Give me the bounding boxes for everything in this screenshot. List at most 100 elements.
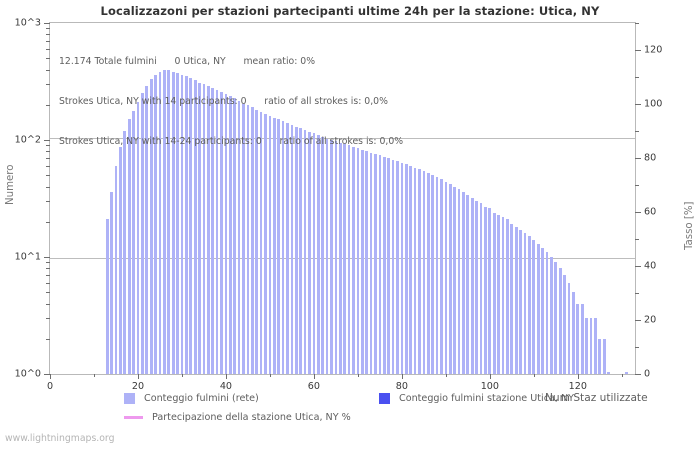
- annotation-line-3: Strokes Utica, NY with 14-24 participant…: [59, 136, 404, 148]
- bar: [158, 71, 162, 374]
- bar: [462, 191, 465, 374]
- page-title: Localizzazoni per stazioni partecipanti …: [100, 4, 600, 18]
- y-tick-minor: [46, 303, 50, 305]
- bar: [365, 151, 369, 374]
- bar: [572, 292, 575, 374]
- bar: [510, 224, 514, 374]
- y2-tick-minor: [635, 131, 639, 132]
- bar: [224, 94, 228, 374]
- y2-tick-major: [635, 374, 641, 375]
- y-tick-minor: [46, 104, 50, 106]
- bar: [255, 109, 259, 374]
- bar: [541, 247, 544, 374]
- y2-tick-label: 80: [644, 152, 657, 164]
- bar: [391, 159, 395, 374]
- bar: [352, 147, 355, 374]
- annotation-block: 12.174 Totale fulmini 0 Utica, NY mean r…: [59, 28, 579, 175]
- bar: [250, 107, 254, 374]
- bar: [127, 119, 131, 374]
- bar: [602, 338, 606, 374]
- x-tick-major: [137, 374, 139, 379]
- y2-tick-major: [635, 158, 641, 159]
- legend-line-icon: [124, 416, 143, 419]
- x-tick-minor: [269, 374, 271, 377]
- y-tick-major: [44, 257, 50, 258]
- bar: [246, 105, 250, 374]
- y-tick-minor: [46, 158, 50, 160]
- y-tick-minor: [46, 318, 50, 320]
- bar: [360, 150, 364, 374]
- bar: [378, 155, 382, 374]
- bar: [453, 186, 457, 374]
- bar: [431, 175, 435, 374]
- legend-item[interactable]: Partecipazione della stazione Utica, NY …: [124, 412, 351, 423]
- bar: [167, 69, 171, 374]
- y-tick-minor: [46, 275, 50, 277]
- y-tick-label: 10^3: [14, 17, 41, 29]
- bar: [184, 76, 188, 374]
- x-tick-minor: [445, 374, 447, 377]
- bar: [440, 179, 443, 374]
- bar: [488, 208, 492, 374]
- bar: [519, 230, 522, 374]
- annotation-line-1: 12.174 Totale fulmini 0 Utica, NY mean r…: [59, 55, 316, 67]
- y-tick-minor: [46, 186, 50, 188]
- y-axis-left-label: Numero: [5, 164, 16, 205]
- y-tick-minor: [46, 41, 50, 43]
- y-tick-label: 10^1: [14, 251, 41, 263]
- bar: [141, 93, 144, 374]
- bar: [242, 103, 245, 374]
- bar: [554, 262, 558, 374]
- bar: [202, 84, 206, 374]
- legend-swatch-icon: [124, 393, 135, 404]
- gridline-1e2: [50, 138, 635, 139]
- legend-item[interactable]: Conteggio fulmini (rete): [124, 393, 259, 404]
- y-tick-label: 10^2: [14, 134, 41, 146]
- bar: [374, 153, 377, 374]
- bar: [418, 169, 421, 374]
- bar: [576, 303, 580, 374]
- y-tick-minor: [46, 34, 50, 36]
- bar: [550, 257, 553, 374]
- x-tick-minor: [181, 374, 183, 377]
- y2-tick-minor: [635, 239, 639, 240]
- bar: [528, 236, 531, 374]
- bar: [404, 164, 408, 374]
- bar: [624, 372, 628, 374]
- gridline-1e1: [50, 258, 635, 259]
- bar: [545, 252, 549, 374]
- y-tick-minor: [46, 58, 50, 60]
- watermark: www.lightningmaps.org: [5, 433, 115, 444]
- bar: [413, 167, 417, 374]
- bar: [580, 303, 584, 374]
- bar: [585, 318, 588, 374]
- x-tick-minor: [533, 374, 535, 377]
- bar: [563, 275, 566, 374]
- y2-tick-major: [635, 320, 641, 321]
- bar: [277, 119, 281, 374]
- bar: [162, 69, 166, 374]
- y-tick-minor: [46, 151, 50, 153]
- bar: [343, 144, 347, 374]
- legend-label: Conteggio fulmini (rete): [144, 393, 259, 404]
- legend-label: Partecipazione della stazione Utica, NY …: [152, 412, 351, 423]
- chart-legend: Conteggio fulmini (rete) Conteggio fulmin…: [0, 391, 700, 431]
- x-tick-label: 80: [395, 381, 408, 392]
- bar: [321, 137, 325, 374]
- legend-label: Conteggio fulmini stazione Utica, NY: [399, 393, 574, 404]
- y2-tick-minor: [635, 77, 639, 78]
- y-tick-minor: [46, 282, 50, 284]
- bar: [466, 194, 470, 374]
- y-tick-major: [44, 23, 50, 24]
- bar: [426, 173, 430, 374]
- y-axis-right-label: Tasso [%]: [684, 201, 695, 251]
- bar: [145, 85, 149, 374]
- legend-item[interactable]: Conteggio fulmini stazione Utica, NY: [379, 393, 574, 404]
- bar-series-network: [50, 23, 635, 374]
- bar: [369, 152, 373, 374]
- bar: [132, 110, 135, 374]
- y-tick-minor: [46, 201, 50, 203]
- y-tick-minor: [46, 165, 50, 167]
- bar: [259, 111, 263, 374]
- bar: [497, 214, 500, 374]
